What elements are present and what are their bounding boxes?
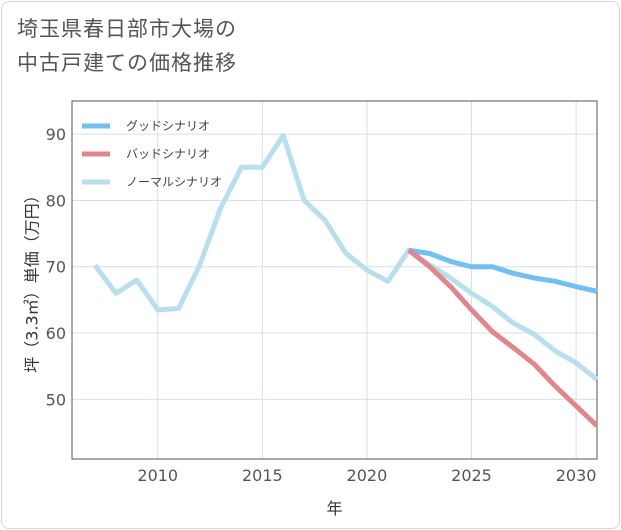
x-tick-label: 2010 <box>137 466 178 485</box>
y-tick-label: 90 <box>46 125 66 144</box>
chart-title-line2: 中古戸建ての価格推移 <box>17 51 237 75</box>
x-axis-label: 年 <box>326 499 342 518</box>
plot-area <box>71 100 598 460</box>
legend-label: バッドシナリオ <box>126 147 210 161</box>
x-axis-ticks: 2010 2015 2020 2025 2030 <box>137 466 596 485</box>
x-tick-label: 2025 <box>451 466 492 485</box>
x-tick-label: 2030 <box>556 466 597 485</box>
legend-label: ノーマルシナリオ <box>126 175 222 189</box>
chart-title-line1: 埼玉県春日部市大場の <box>17 17 237 41</box>
x-tick-label: 2015 <box>242 466 283 485</box>
x-tick-label: 2020 <box>347 466 388 485</box>
chart-title: 埼玉県春日部市大場の 中古戸建ての価格推移 <box>17 12 237 80</box>
chart-series <box>93 132 599 428</box>
y-axis-label: 坪（3.3㎡）単価（万円） <box>23 187 42 372</box>
series-line <box>408 247 598 294</box>
legend-label: グッドシナリオ <box>126 119 210 133</box>
chart-grid <box>72 101 597 459</box>
series-line <box>93 132 599 382</box>
y-tick-label: 70 <box>46 258 66 277</box>
y-tick-label: 60 <box>46 324 66 343</box>
y-axis-ticks: 50 60 70 80 90 <box>46 125 66 409</box>
y-tick-label: 50 <box>46 390 66 409</box>
series-line <box>407 248 599 428</box>
y-tick-label: 80 <box>46 191 66 210</box>
